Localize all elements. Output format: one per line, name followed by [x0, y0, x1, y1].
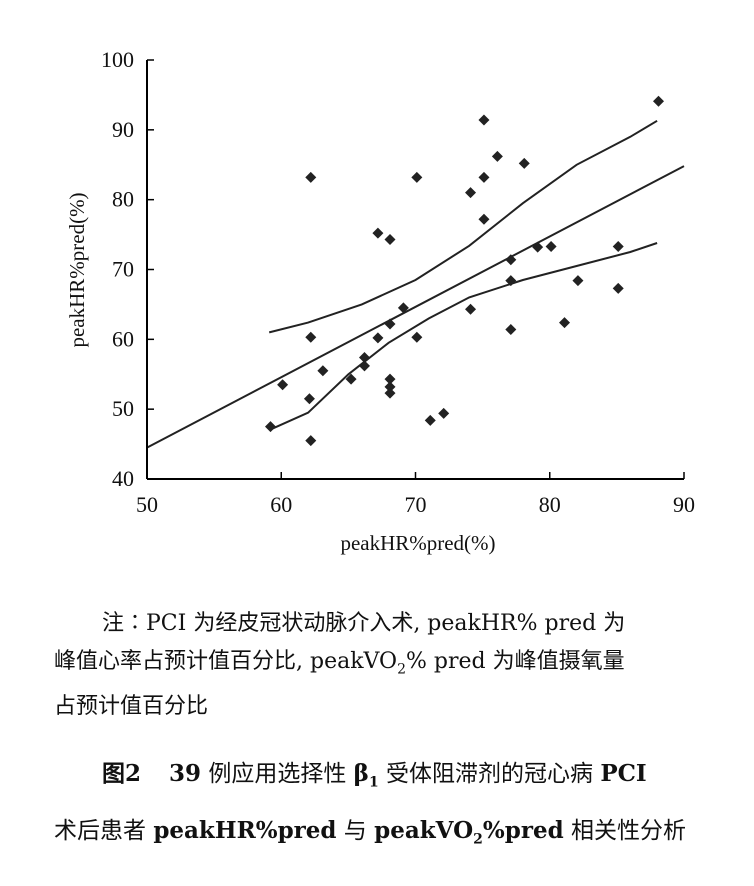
data-point [505, 324, 517, 336]
data-point [518, 157, 530, 169]
figure-note: 注∶PCI 为经皮冠状动脉介入术, peakHR% pred 为 峰值心率占预计… [54, 605, 724, 726]
figure-number: 图2 [102, 760, 142, 787]
y-tick-label: 70 [112, 257, 134, 282]
note-line-2: 峰值心率占预计值百分比, peakVO2% pred 为峰值摄氧量 [54, 643, 724, 688]
data-point [384, 387, 396, 399]
data-point [411, 331, 423, 343]
caption-beta: β1 [353, 760, 379, 791]
data-point [505, 275, 517, 287]
caption-vo-label: peakVO2%pred [374, 816, 564, 848]
axes [146, 59, 685, 480]
data-point [305, 435, 317, 447]
data-point [277, 379, 289, 391]
data-point [559, 317, 571, 329]
data-point [411, 171, 423, 183]
x-tick-label: 90 [673, 492, 695, 517]
data-point [491, 150, 503, 162]
data-point [384, 381, 396, 393]
data-point [305, 171, 317, 183]
x-axis-label: peakHR%pred(%) [340, 531, 495, 555]
note-line-1: 注∶PCI 为经皮冠状动脉介入术, peakHR% pred 为 [102, 611, 626, 636]
data-point [478, 114, 490, 126]
data-point [384, 233, 396, 245]
data-point [303, 393, 315, 405]
lower-confidence-band [268, 242, 658, 432]
data-point [397, 302, 409, 314]
data-point [545, 240, 557, 252]
x-tick-label: 50 [136, 492, 158, 517]
caption-pci: PCI [600, 760, 647, 787]
data-point [612, 282, 624, 294]
caption-text-b: 受体阻滞剂的冠心病 [386, 761, 593, 787]
y-tick-label: 100 [101, 47, 134, 72]
data-point [265, 421, 277, 433]
data-point [384, 373, 396, 385]
caption-text-a: 例应用选择性 [208, 761, 347, 787]
caption-line2-c: 相关性分析 [570, 817, 686, 844]
note-line-2a: 峰值心率占预计值百分比, peakVO [54, 649, 398, 674]
note-line-2-sub: 2 [397, 661, 406, 678]
y-axis-label: peakHR%pred(%) [65, 192, 89, 347]
upper-confidence-band [268, 119, 658, 334]
caption-hr-label: peakHR%pred [153, 816, 337, 844]
data-point [478, 171, 490, 183]
data-point [345, 373, 357, 385]
y-tick-label: 60 [112, 326, 134, 351]
data-point [652, 95, 664, 107]
plot-lines [146, 119, 685, 449]
caption-line-2: 术后患者 peakHR%pred 与 peakVO2%pred 相关性分析 [54, 807, 724, 864]
data-point [572, 275, 584, 287]
data-point [424, 414, 436, 426]
data-point [465, 187, 477, 199]
data-point [438, 407, 450, 419]
y-tick-label: 40 [112, 466, 134, 491]
y-tick-label: 50 [112, 396, 134, 421]
regression-line [146, 165, 685, 449]
data-point [384, 318, 396, 330]
data-point [505, 254, 517, 266]
caption-line2-a: 术后患者 [54, 817, 146, 844]
data-point [358, 360, 370, 372]
data-point [358, 351, 370, 363]
data-point [465, 303, 477, 315]
plot-points [265, 95, 664, 447]
caption-count: 39 [169, 760, 202, 787]
data-point [372, 332, 384, 344]
data-point [372, 227, 384, 239]
data-point [478, 213, 490, 225]
caption-line2-b: 与 [343, 817, 367, 844]
caption-line-1: 图2 39 例应用选择性 β1 受体阻滞剂的冠心病 PCI [54, 750, 724, 807]
y-tick-label: 90 [112, 117, 134, 142]
data-point [612, 240, 624, 252]
note-line-2b: % pred 为峰值摄氧量 [406, 649, 625, 674]
y-tick-label: 80 [112, 187, 134, 212]
note-line-3: 占预计值百分比 [54, 694, 209, 720]
data-point [305, 331, 317, 343]
data-point [532, 241, 544, 253]
data-point [317, 365, 329, 377]
x-tick-label: 60 [270, 492, 292, 517]
x-tick-label: 70 [405, 492, 427, 517]
x-tick-label: 80 [539, 492, 561, 517]
figure-caption: 图2 39 例应用选择性 β1 受体阻滞剂的冠心病 PCI 术后患者 peakHR… [54, 750, 724, 863]
